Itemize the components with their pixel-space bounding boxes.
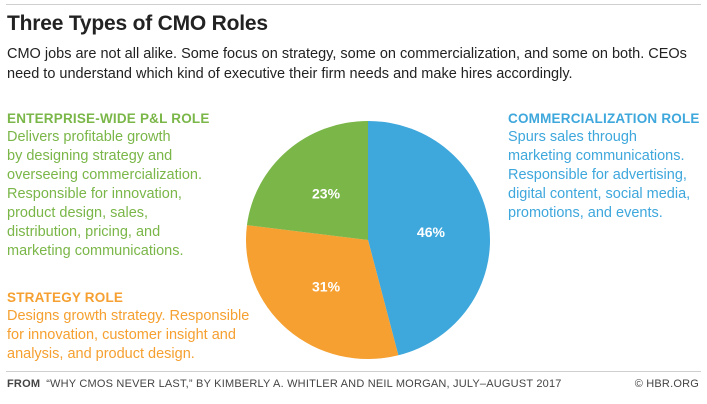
enterprise-line: distribution, pricing, and <box>7 224 161 240</box>
chart-title: Three Types of CMO Roles <box>7 12 268 35</box>
enterprise-line: overseeing commercialization. <box>7 167 203 183</box>
pie-chart: 46% 31% 23% <box>246 121 491 359</box>
commercialization-role-title: COMMERCIALIZATION ROLE <box>508 111 700 126</box>
pie-slice-strategy <box>246 225 399 359</box>
chart-subtitle: CMO jobs are not all alike. Some focus o… <box>7 46 687 82</box>
strategy-line: analysis, and product design. <box>7 346 195 362</box>
strategy-role-description: Designs growth strategy. Responsible for… <box>7 307 267 364</box>
commercialization-line: Spurs sales through <box>508 129 637 145</box>
commercialization-role-block: COMMERCIALIZATION ROLE Spurs sales throu… <box>508 110 704 223</box>
enterprise-role-title: ENTERPRISE-WIDE P&L ROLE <box>7 111 210 126</box>
source-footer: FROM “WHY CMOS NEVER LAST,” BY KIMBERLY A… <box>7 378 562 390</box>
commercialization-line: marketing communications. <box>508 148 685 164</box>
commercialization-line: digital content, social media, <box>508 186 691 202</box>
top-rule <box>6 4 701 5</box>
enterprise-role-description: Delivers profitable growth by designing … <box>7 128 247 261</box>
strategy-role-title: STRATEGY ROLE <box>7 290 124 305</box>
strategy-role-block: STRATEGY ROLE Designs growth strategy. R… <box>7 289 267 364</box>
source-citation: “WHY CMOS NEVER LAST,” BY KIMBERLY A. WH… <box>46 378 562 390</box>
pie-label-strategy: 31% <box>312 278 341 294</box>
enterprise-line: Responsible for innovation, <box>7 186 182 202</box>
commercialization-line: promotions, and events. <box>508 205 663 221</box>
pie-slice-enterprise <box>246 121 368 240</box>
commercialization-role-description: Spurs sales through marketing communicat… <box>508 128 704 223</box>
footer-rule <box>6 371 701 372</box>
source-from-label: FROM <box>7 378 41 390</box>
enterprise-line: product design, sales, <box>7 205 149 221</box>
pie-label-enterprise: 23% <box>312 186 341 202</box>
enterprise-line: Delivers profitable growth <box>7 129 171 145</box>
commercialization-line: Responsible for advertising, <box>508 167 687 183</box>
enterprise-line: marketing communications. <box>7 243 184 259</box>
enterprise-line: by designing strategy and <box>7 148 173 164</box>
copyright-credit: © HBR.ORG <box>634 378 699 390</box>
strategy-line: Designs growth strategy. Responsible <box>7 308 250 324</box>
enterprise-role-block: ENTERPRISE-WIDE P&L ROLE Delivers profit… <box>7 110 247 261</box>
pie-slice-commercialization <box>368 121 491 356</box>
strategy-line: for innovation, customer insight and <box>7 327 236 343</box>
pie-label-commercialization: 46% <box>417 224 446 240</box>
